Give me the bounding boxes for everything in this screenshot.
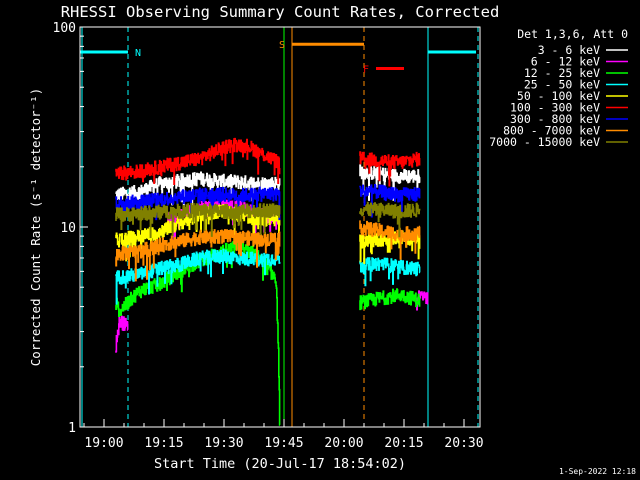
series-8 [115,201,421,238]
flag-label-2: S [279,40,285,51]
y-tick-label-0: 1 [68,421,76,436]
series-7-segment-1 [359,220,421,260]
legend-header: Det 1,3,6, Att 0 [517,27,628,41]
series-3-segment-0 [115,248,281,305]
flag-label-3: F [363,65,369,76]
series-7-segment-0 [115,229,281,282]
series-3 [115,248,421,305]
legend-label-2: 12 - 25 keV [524,66,600,80]
x-tick-label-2: 19:30 [204,436,243,451]
x-tick-label-6: 20:30 [444,436,483,451]
x-axis: 19:00 19:15 19:30 19:45 20:00 20:15 20:30 [83,419,484,451]
series-1-segment-0 [115,315,129,353]
x-axis-label: Start Time (20-Jul-17 18:54:02) [154,456,406,472]
flag-bars: N S F [80,40,476,76]
series-8-segment-0 [115,203,281,238]
data-series [115,137,429,426]
series-4 [115,204,421,264]
series-7 [115,220,421,282]
x-tick-label-4: 20:00 [324,436,363,451]
y-tick-label-2: 100 [53,21,76,36]
series-2-segment-1 [359,288,421,311]
x-tick-label-3: 19:45 [264,436,303,451]
legend-label-4: 50 - 100 keV [517,89,600,103]
series-6-segment-0 [115,186,281,221]
series-8-segment-1 [359,201,421,238]
y-axis: 1 10 100 [53,21,88,436]
legend-label-8: 7000 - 15000 keV [489,135,600,149]
y-axis-label: Corrected Count Rate (s⁻¹ detector⁻¹) [28,88,43,366]
legend-label-0: 3 - 6 keV [538,43,600,57]
x-tick-label-0: 19:00 [84,436,123,451]
chart-title: RHESSI Observing Summary Count Rates, Co… [61,3,500,21]
series-6-segment-1 [359,184,421,218]
y-tick-label-1: 10 [60,221,76,236]
legend-label-1: 6 - 12 keV [531,55,600,69]
legend-label-3: 25 - 50 keV [524,78,600,92]
plot-area: N S F 1 10 100 19:00 19:15 19:30 19:45 20:00 20:1… [53,21,484,451]
series-4-segment-0 [115,204,281,262]
series-6 [115,184,421,221]
x-tick-label-1: 19:15 [144,436,183,451]
legend-label-7: 800 - 7000 keV [503,124,600,138]
footer-timestamp: 1-Sep-2022 12:18 [559,467,636,476]
series-5-segment-1 [359,151,421,187]
flag-label-0: N [135,48,141,59]
series-4-segment-1 [359,230,421,264]
series-5 [115,137,421,187]
series-5-segment-0 [115,137,281,185]
legend-label-6: 300 - 800 keV [510,112,600,126]
x-tick-label-5: 20:15 [384,436,423,451]
series-3-segment-1 [359,257,421,287]
legend-label-5: 100 - 300 keV [510,101,600,115]
